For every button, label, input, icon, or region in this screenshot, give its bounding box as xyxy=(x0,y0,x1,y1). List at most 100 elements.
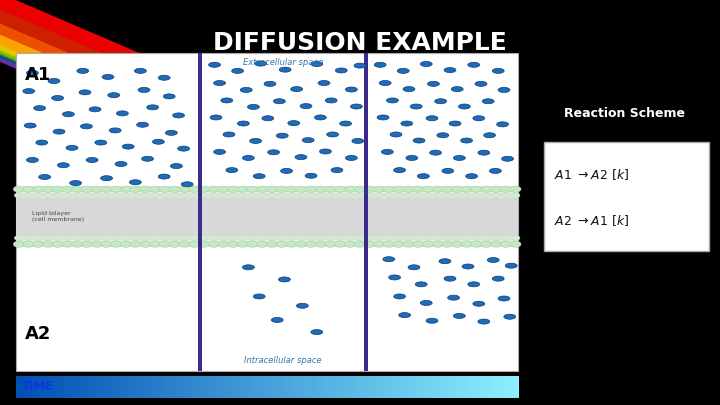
Circle shape xyxy=(189,193,199,198)
Ellipse shape xyxy=(279,277,290,282)
Circle shape xyxy=(355,193,364,198)
Ellipse shape xyxy=(394,168,405,173)
Bar xyxy=(450,376,452,398)
Polygon shape xyxy=(0,36,396,224)
Bar xyxy=(16,198,518,236)
Circle shape xyxy=(315,241,326,247)
Bar xyxy=(26,376,28,398)
Bar xyxy=(460,376,462,398)
Circle shape xyxy=(189,186,199,192)
Bar xyxy=(451,376,454,398)
Circle shape xyxy=(267,235,276,241)
Bar xyxy=(230,376,233,398)
Bar xyxy=(252,376,254,398)
Circle shape xyxy=(189,235,199,241)
Bar xyxy=(269,376,271,398)
Bar xyxy=(294,376,297,398)
Bar xyxy=(393,376,395,398)
Bar xyxy=(274,376,276,398)
Circle shape xyxy=(296,241,307,247)
Circle shape xyxy=(393,241,404,247)
Bar xyxy=(30,376,32,398)
Bar xyxy=(225,376,228,398)
Bar xyxy=(31,376,33,398)
Bar xyxy=(279,376,282,398)
Bar xyxy=(51,376,53,398)
Circle shape xyxy=(120,186,132,192)
Bar xyxy=(98,376,100,398)
Text: DIFFUSION EXAMPLE: DIFFUSION EXAMPLE xyxy=(213,30,507,55)
Circle shape xyxy=(365,193,374,198)
Bar xyxy=(507,376,509,398)
Circle shape xyxy=(344,186,356,192)
Ellipse shape xyxy=(413,138,425,143)
Circle shape xyxy=(500,241,511,247)
Bar xyxy=(358,376,360,398)
Bar xyxy=(59,376,62,398)
Bar xyxy=(291,376,293,398)
Text: $\mathit{A2}\ \rightarrow \mathit{A1}\ [\mathit{k}]$: $\mathit{A2}\ \rightarrow \mathit{A1}\ [… xyxy=(554,213,629,228)
Bar xyxy=(35,376,37,398)
Bar xyxy=(463,376,466,398)
Circle shape xyxy=(140,186,151,192)
Ellipse shape xyxy=(279,67,291,72)
Ellipse shape xyxy=(95,140,107,145)
Circle shape xyxy=(228,241,238,247)
Circle shape xyxy=(432,241,443,247)
Ellipse shape xyxy=(505,263,517,268)
Bar xyxy=(435,376,437,398)
Bar xyxy=(296,376,298,398)
Bar xyxy=(158,376,161,398)
Bar xyxy=(127,376,129,398)
Bar xyxy=(271,376,273,398)
Circle shape xyxy=(462,193,472,198)
Ellipse shape xyxy=(336,68,347,73)
Bar xyxy=(472,376,474,398)
Bar xyxy=(215,376,217,398)
Circle shape xyxy=(335,241,346,247)
Bar xyxy=(384,376,387,398)
Circle shape xyxy=(404,193,413,198)
Ellipse shape xyxy=(475,81,487,86)
Ellipse shape xyxy=(135,68,146,73)
Circle shape xyxy=(335,186,346,192)
Polygon shape xyxy=(0,54,396,229)
Circle shape xyxy=(510,241,521,247)
Ellipse shape xyxy=(420,62,432,66)
Circle shape xyxy=(179,186,190,192)
Ellipse shape xyxy=(223,132,235,137)
Bar xyxy=(76,376,78,398)
Bar xyxy=(420,376,422,398)
Ellipse shape xyxy=(210,115,222,120)
Bar xyxy=(425,376,427,398)
Bar xyxy=(388,376,390,398)
Ellipse shape xyxy=(387,98,398,103)
Circle shape xyxy=(393,186,404,192)
Bar xyxy=(266,376,268,398)
Ellipse shape xyxy=(250,139,261,143)
Bar xyxy=(237,376,239,398)
Bar xyxy=(446,376,449,398)
Circle shape xyxy=(325,241,336,247)
Circle shape xyxy=(13,241,24,247)
Ellipse shape xyxy=(492,68,504,73)
Bar xyxy=(161,376,164,398)
Bar xyxy=(333,376,335,398)
Circle shape xyxy=(344,241,356,247)
Bar xyxy=(125,376,127,398)
Bar xyxy=(276,376,278,398)
Bar xyxy=(58,376,60,398)
Ellipse shape xyxy=(23,89,35,94)
Bar xyxy=(483,376,485,398)
Circle shape xyxy=(305,241,317,247)
Bar xyxy=(396,376,398,398)
Circle shape xyxy=(423,193,433,198)
Ellipse shape xyxy=(81,124,92,129)
Ellipse shape xyxy=(473,301,485,306)
Bar xyxy=(286,376,288,398)
Bar xyxy=(165,376,167,398)
Bar xyxy=(102,376,104,398)
Ellipse shape xyxy=(478,319,490,324)
Bar xyxy=(168,376,171,398)
Bar xyxy=(397,376,400,398)
